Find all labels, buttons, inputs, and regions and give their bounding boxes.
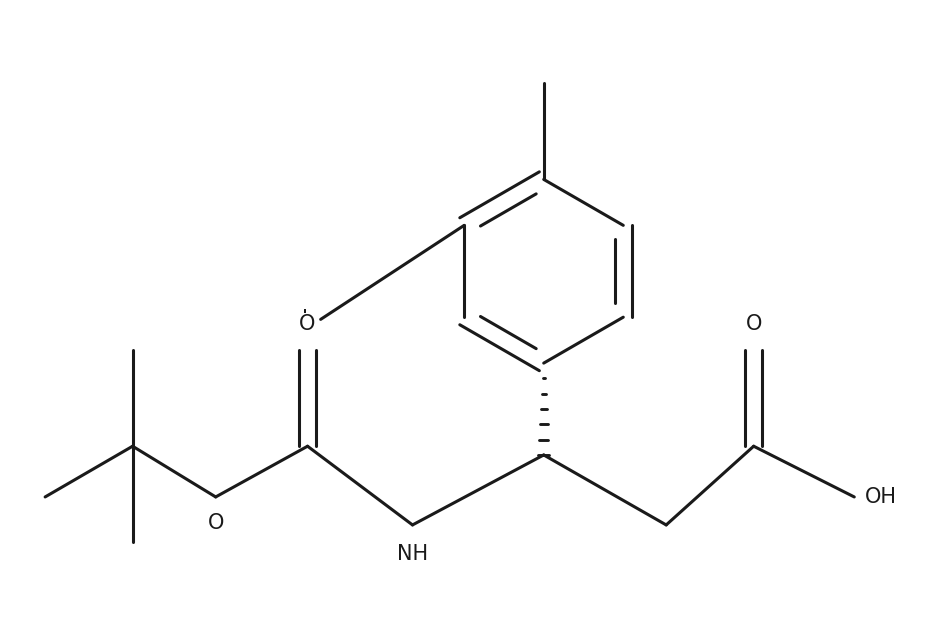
Text: OH: OH [865,487,897,507]
Text: O: O [207,513,224,533]
Text: O: O [299,314,315,335]
Text: I: I [301,309,308,329]
Text: NH: NH [397,544,428,564]
Text: O: O [746,314,762,335]
